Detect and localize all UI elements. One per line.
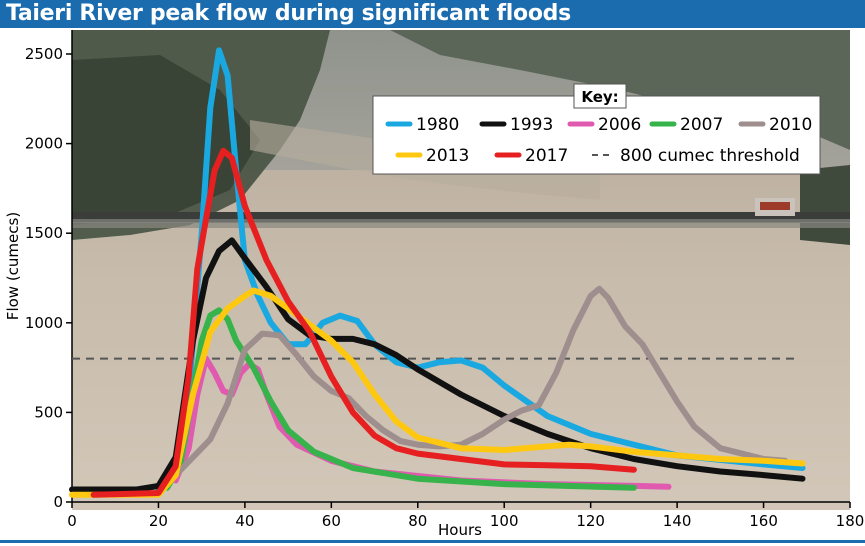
y-tick-label-1500: 1500 [25, 224, 63, 242]
legend-label-2013: 2013 [426, 146, 469, 166]
legend-label-2007: 2007 [680, 115, 723, 135]
y-tick-label-500: 500 [34, 403, 63, 421]
y-tick-label-2500: 2500 [25, 45, 63, 63]
x-tick-label-0: 0 [67, 512, 77, 530]
y-tick-label-0: 0 [53, 493, 63, 511]
title-bar: Taieri River peak flow during significan… [0, 0, 865, 28]
y-axis-label: Flow (cumecs) [4, 212, 22, 320]
legend-label-1993: 1993 [510, 115, 553, 135]
y-tick-label-1000: 1000 [25, 314, 63, 332]
legend-label-2006: 2006 [598, 115, 641, 135]
legend-label-2017: 2017 [525, 146, 568, 166]
x-tick-label-160: 160 [749, 512, 778, 530]
x-tick-label-80: 80 [408, 512, 427, 530]
series-line-2013 [69, 287, 806, 498]
x-tick-label-40: 40 [235, 512, 254, 530]
x-tick-label-100: 100 [490, 512, 519, 530]
x-tick-label-60: 60 [322, 512, 341, 530]
x-tick-label-140: 140 [663, 512, 692, 530]
bottom-rule [0, 540, 865, 543]
legend-box [372, 95, 821, 175]
axes [71, 30, 850, 503]
x-tick-label-20: 20 [149, 512, 168, 530]
y-axis-ticks: 0 500 1000 1500 2000 2500 [25, 45, 72, 511]
y-tick-label-2000: 2000 [25, 135, 63, 153]
legend-label-threshold: 800 cumec threshold [620, 146, 800, 166]
river-photo-background [72, 30, 850, 510]
legend-label-1980: 1980 [416, 115, 459, 135]
series-line-1980 [155, 47, 806, 495]
x-tick-label-120: 120 [576, 512, 605, 530]
legend-items: 1980 1993 2006 2007 2010 2013 2017 800 cumec th… [385, 115, 812, 166]
legend-title: Key: [581, 88, 618, 106]
chart-title: Taieri River peak flow during significan… [6, 1, 571, 26]
legend-title-box [573, 83, 627, 109]
x-tick-label-180: 180 [836, 512, 865, 530]
x-axis-ticks: 0 20 40 60 80 100 120 140 160 180 [67, 502, 864, 530]
series-line-2017 [90, 147, 637, 498]
legend: Key: 1980 1993 2006 2007 2010 2013 2017 800 cum… [372, 83, 821, 175]
legend-label-2010: 2010 [769, 115, 812, 135]
series-lines [69, 47, 806, 498]
series-line-2010 [155, 285, 789, 496]
x-axis-label: Hours [438, 521, 482, 539]
